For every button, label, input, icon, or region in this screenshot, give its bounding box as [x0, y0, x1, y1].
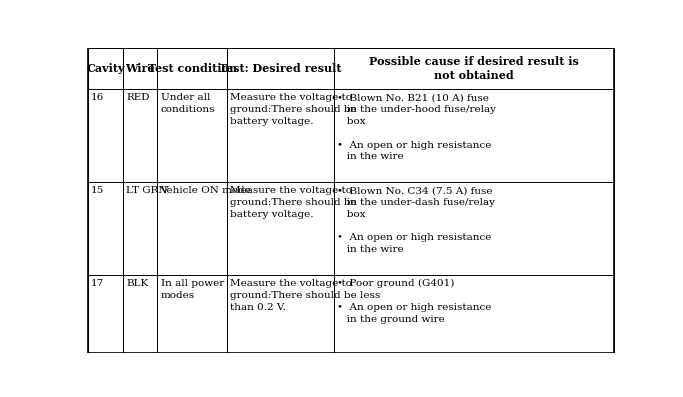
Text: 16: 16 — [92, 93, 104, 102]
Text: Measure the voltage to
ground:There should be
battery voltage.: Measure the voltage to ground:There shou… — [230, 93, 357, 126]
Text: In all power
modes: In all power modes — [161, 279, 224, 300]
Text: 15: 15 — [92, 186, 104, 195]
Bar — [157, 48, 227, 89]
Bar — [334, 275, 613, 353]
Bar — [88, 48, 123, 89]
Bar — [123, 89, 157, 182]
Bar — [227, 182, 334, 275]
Text: Test: Desired result: Test: Desired result — [219, 63, 342, 74]
Bar — [123, 275, 157, 353]
Bar — [227, 48, 334, 89]
Text: •  Blown No. C34 (7.5 A) fuse
   in the under-dash fuse/relay
   box

•  An open: • Blown No. C34 (7.5 A) fuse in the unde… — [337, 186, 495, 254]
Bar — [88, 89, 123, 182]
Bar — [227, 275, 334, 353]
Text: Measure the voltage to
ground:There should be
battery voltage.: Measure the voltage to ground:There shou… — [230, 186, 357, 219]
Bar — [123, 182, 157, 275]
Bar — [88, 182, 123, 275]
Bar — [157, 275, 227, 353]
Text: Test condition: Test condition — [148, 63, 237, 74]
Text: RED: RED — [126, 93, 150, 102]
Bar — [334, 48, 613, 89]
Text: 17: 17 — [92, 279, 104, 288]
Text: LT GRN: LT GRN — [126, 186, 167, 195]
Bar — [334, 89, 613, 182]
Bar — [88, 275, 123, 353]
Text: •  Poor ground (G401)

•  An open or high resistance
   in the ground wire: • Poor ground (G401) • An open or high r… — [337, 279, 492, 324]
Text: Cavity: Cavity — [86, 63, 125, 74]
Bar — [157, 89, 227, 182]
Text: Possible cause if desired result is
not obtained: Possible cause if desired result is not … — [369, 56, 579, 81]
Text: Under all
conditions: Under all conditions — [161, 93, 215, 114]
Bar — [334, 182, 613, 275]
Bar — [123, 48, 157, 89]
Bar — [157, 182, 227, 275]
Text: Vehicle ON mode: Vehicle ON mode — [161, 186, 251, 195]
Text: Measure the voltage to
ground:There should be less
than 0.2 V.: Measure the voltage to ground:There shou… — [230, 279, 380, 312]
Text: •  Blown No. B21 (10 A) fuse
   in the under-hood fuse/relay
   box

•  An open : • Blown No. B21 (10 A) fuse in the under… — [337, 93, 496, 161]
Text: Wire: Wire — [126, 63, 155, 74]
Text: BLK: BLK — [126, 279, 148, 288]
Bar — [227, 89, 334, 182]
